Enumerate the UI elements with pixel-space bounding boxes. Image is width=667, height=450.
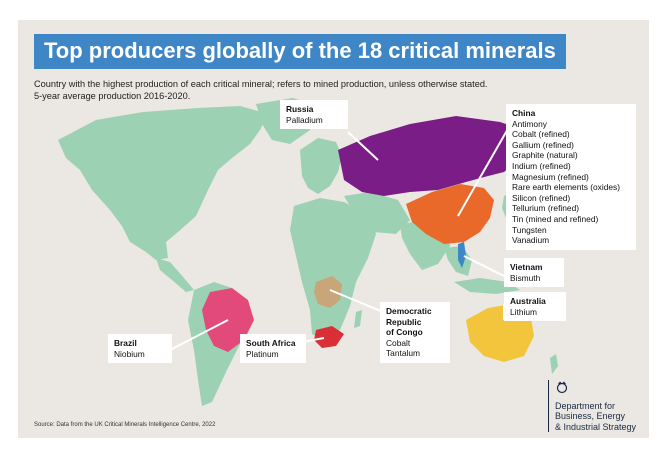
logo-line-1: Department for bbox=[555, 400, 616, 411]
subtitle-line-2: 5-year average production 2016-2020. bbox=[34, 91, 191, 101]
drc bbox=[314, 276, 342, 308]
russia bbox=[338, 116, 530, 196]
callout-china: China Antimony Cobalt (refined) Gallium … bbox=[506, 104, 636, 250]
mineral-item: Vanadium bbox=[512, 235, 550, 246]
south-africa bbox=[314, 326, 344, 348]
africa bbox=[290, 198, 376, 342]
mineral-item: Graphite (natural) bbox=[512, 150, 578, 161]
mineral-item: Rare earth elements (oxides) bbox=[512, 182, 620, 193]
vietnam bbox=[458, 242, 466, 268]
leader-vietnam bbox=[463, 255, 505, 277]
page-title: Top producers globally of the 18 critica… bbox=[34, 34, 566, 69]
subtitle-line-1: Country with the highest production of e… bbox=[34, 79, 488, 89]
callout-drc: Democratic Republic of Congo Cobalt Tant… bbox=[380, 302, 450, 363]
callout-country: Brazil bbox=[114, 338, 137, 348]
callout-south-africa: South Africa Platinum bbox=[240, 334, 306, 364]
china bbox=[406, 184, 494, 244]
mineral-item: Tin (mined and refined) bbox=[512, 213, 599, 224]
callout-australia: Australia Lithium bbox=[504, 292, 566, 322]
mineral-item: Platinum bbox=[246, 348, 279, 359]
callout-country-line: Republic bbox=[386, 316, 422, 327]
central-america bbox=[156, 258, 194, 292]
department-logo: Department for Business, Energy & Indust… bbox=[548, 380, 636, 432]
mineral-item: Bismuth bbox=[510, 272, 541, 283]
middle-east bbox=[344, 192, 410, 234]
leader-china bbox=[457, 119, 514, 217]
subtitle: Country with the highest production of e… bbox=[34, 78, 594, 102]
callout-country-line: of Congo bbox=[386, 327, 423, 338]
infographic-card: Top producers globally of the 18 critica… bbox=[18, 20, 649, 438]
mineral-item: Lithium bbox=[510, 306, 537, 317]
leader-drc bbox=[329, 289, 389, 315]
callout-vietnam: Vietnam Bismuth bbox=[504, 258, 564, 288]
madagascar bbox=[354, 310, 362, 328]
mineral-item: Tellurium (refined) bbox=[512, 203, 580, 214]
world-map bbox=[58, 98, 558, 406]
mineral-item: Cobalt (refined) bbox=[512, 129, 570, 140]
royal-crest-icon bbox=[556, 381, 568, 394]
mineral-item: Antimony bbox=[512, 118, 547, 129]
mineral-item: Palladium bbox=[286, 114, 323, 125]
mineral-item: Gallium (refined) bbox=[512, 139, 574, 150]
europe bbox=[300, 138, 342, 194]
callout-brazil: Brazil Niobium bbox=[108, 334, 172, 364]
leader-brazil bbox=[169, 319, 229, 351]
source-note: Source: Data from the UK Critical Minera… bbox=[34, 422, 216, 428]
callout-country: China bbox=[512, 108, 536, 118]
callout-country: Vietnam bbox=[510, 262, 543, 272]
mineral-item: Niobium bbox=[114, 348, 145, 359]
callout-country: Australia bbox=[510, 296, 546, 306]
indonesia bbox=[454, 278, 520, 294]
mineral-item: Indium (refined) bbox=[512, 160, 571, 171]
mineral-item: Tantalum bbox=[386, 348, 420, 359]
callout-russia: Russia Palladium bbox=[280, 100, 348, 130]
callout-country-line: Democratic bbox=[386, 306, 432, 316]
new-zealand bbox=[550, 354, 558, 374]
leader-russia bbox=[347, 131, 379, 161]
mineral-item: Silicon (refined) bbox=[512, 192, 571, 203]
callout-country: Russia bbox=[286, 104, 314, 114]
north-america bbox=[58, 106, 268, 260]
callout-country: South Africa bbox=[246, 338, 296, 348]
mineral-item: Tungsten bbox=[512, 224, 547, 235]
logo-line-3: & Industrial Strategy bbox=[555, 421, 637, 432]
mineral-item: Cobalt bbox=[386, 337, 411, 348]
logo-line-2: Business, Energy bbox=[555, 411, 626, 421]
mineral-item: Magnesium (refined) bbox=[512, 171, 589, 182]
